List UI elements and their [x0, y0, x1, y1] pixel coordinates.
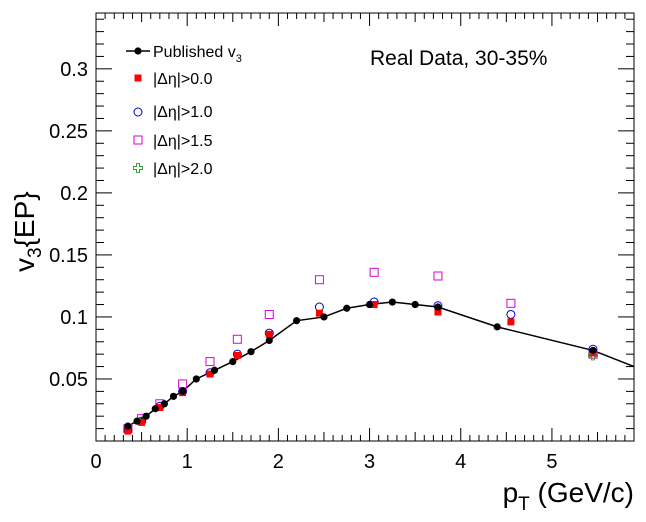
published-v3-point: [434, 303, 442, 311]
legend-label-deta20: |Δη|>2.0: [153, 161, 213, 178]
chart-annotation: Real Data, 30-35%: [370, 47, 547, 70]
published-v3-point: [411, 300, 419, 309]
y-axis-title: v3{EP}: [9, 191, 46, 272]
published-v3-point: [589, 346, 597, 355]
published-v3-point: [229, 358, 237, 366]
y-axis-ticks: [96, 18, 634, 430]
deta-1-5-point: [205, 357, 215, 367]
x-tick-label: 4: [455, 451, 466, 473]
published-v3-point: [124, 422, 132, 430]
x-tick-label: 2: [273, 451, 284, 473]
deta-0-0-point: [206, 370, 214, 378]
deta-0-0-point: [315, 309, 323, 317]
legend-deta15-marker: [133, 135, 143, 145]
published-v3-point: [247, 348, 255, 356]
published-v3-point: [133, 417, 141, 425]
x-tick-label: 1: [182, 451, 193, 473]
x-axis-ticks: [95, 13, 635, 441]
published-v3-point: [493, 323, 501, 331]
published-v3-point: [210, 366, 219, 374]
y-axis-tick-labels: 0.05 0.1 0.15 0.2 0.25 0.3: [49, 59, 88, 391]
plot-frame: [95, 12, 635, 442]
deta-0-0-point: [156, 404, 164, 412]
legend-published-marker: [134, 47, 142, 55]
deta-1-5-point: [264, 309, 274, 319]
deta-1-5-point: [369, 267, 379, 277]
y-axis-title-rest: {EP}: [9, 191, 40, 247]
x-axis-title-sub: T: [518, 494, 530, 515]
legend-label-deta00: |Δη|>0.0: [153, 71, 213, 88]
legend-label-published: Published v3: [153, 44, 242, 65]
deta-1-5-point: [232, 334, 242, 344]
deta-2-0-point: [587, 350, 598, 361]
data-marks: [123, 267, 598, 435]
published-v3-point: [265, 336, 273, 345]
y-tick-label: 0.3: [60, 59, 88, 81]
published-v3-point: [192, 375, 200, 383]
x-tick-label: 3: [364, 451, 375, 473]
x-tick-label: 5: [546, 451, 557, 473]
deta-0-0-point: [265, 330, 273, 338]
published-v3-point: [142, 412, 150, 420]
deta-1-0-point: [506, 309, 516, 319]
legend-label-deta15: |Δη|>1.5: [153, 133, 213, 150]
deta-1-5-point: [506, 298, 516, 308]
deta-1-5-point: [178, 379, 188, 389]
published-v3-point: [151, 405, 159, 413]
y-tick-label: 0.15: [49, 245, 88, 267]
published-v3-point: [388, 298, 396, 306]
published-v3-point: [179, 387, 187, 395]
y-axis-title-main: v: [9, 258, 40, 272]
published-v3-point: [169, 392, 178, 400]
published-v3-point: [160, 400, 168, 408]
legend: Published v3 |Δη|>0.0 |Δη|>1.0 |Δη|>1.5 …: [126, 44, 242, 178]
deta-0-0-point: [233, 351, 241, 359]
legend-label-published-main: Published v: [153, 44, 236, 61]
published-v3-point: [343, 304, 351, 312]
y-tick-label: 0.25: [49, 121, 88, 143]
y-tick-label: 0.05: [49, 369, 88, 391]
x-axis-tick-labels: 0 1 2 3 4 5: [90, 451, 557, 473]
x-axis-title-main: p: [503, 477, 519, 508]
published-curve: [127, 301, 635, 427]
x-axis-title: pT (GeV/c): [503, 477, 634, 515]
published-v3-point: [320, 313, 328, 321]
deta-1-5-point: [314, 275, 324, 285]
deta-0-0-point: [138, 418, 146, 426]
y-tick-label: 0.1: [60, 307, 88, 329]
deta-1-5-point: [433, 271, 443, 281]
legend-label-published-sub: 3: [236, 53, 242, 65]
legend-deta10-marker: [133, 107, 143, 117]
x-tick-label: 0: [90, 451, 101, 473]
y-axis-title-sub: 3: [25, 247, 46, 258]
deta-0-0-point: [124, 427, 132, 435]
deta-0-0-point: [370, 301, 378, 309]
published-v3-point: [293, 317, 301, 325]
published-v3-point: [365, 300, 374, 309]
y-tick-label: 0.2: [60, 183, 88, 205]
legend-label-deta10: |Δη|>1.0: [153, 104, 213, 121]
x-axis-title-rest: (GeV/c): [530, 477, 634, 508]
deta-0-0-point: [507, 318, 515, 326]
legend-deta00-marker: [134, 74, 142, 82]
deta-0-0-point: [434, 308, 442, 316]
legend-deta20-marker: [133, 163, 143, 173]
published-v3-line: [127, 301, 635, 427]
